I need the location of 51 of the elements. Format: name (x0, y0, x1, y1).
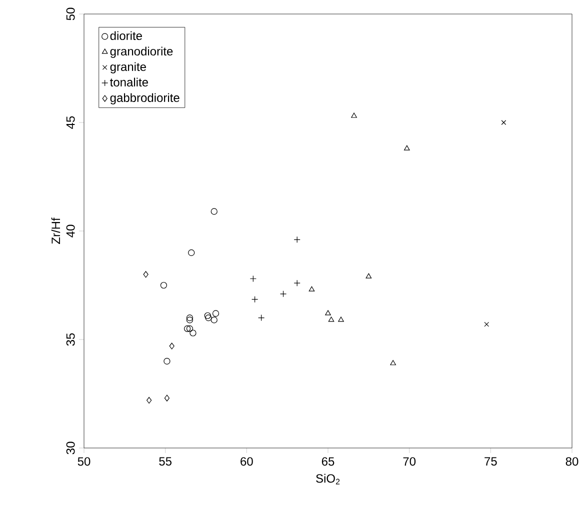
x-tick-label: 60 (240, 457, 253, 466)
point (308, 286, 315, 292)
point (184, 325, 191, 332)
x-axis-title: SiO$_{2}$ (316, 474, 340, 484)
y-tick-label: 45 (66, 116, 75, 129)
point (164, 394, 170, 402)
point (188, 249, 195, 256)
point (210, 208, 218, 215)
point (186, 325, 194, 332)
y-tick-label: 35 (66, 333, 75, 346)
x-tick-label: 65 (322, 457, 334, 466)
point (143, 271, 148, 278)
point (186, 316, 194, 324)
point (338, 316, 344, 322)
point (294, 280, 300, 286)
legend-label: granite (110, 62, 146, 74)
point (390, 360, 396, 366)
legend-label: granodiorite (110, 46, 173, 58)
x-tick-label: 70 (403, 457, 416, 466)
legend-label: gabbrodiorite (110, 93, 180, 104)
point (280, 290, 287, 298)
x-tick-label: 55 (159, 457, 172, 466)
point (160, 282, 168, 289)
legend-label: diorite (110, 31, 142, 40)
y-axis-title: Zr/Hf (51, 218, 60, 244)
legend-label: tonalite (110, 78, 148, 87)
y-tick-label: 50 (66, 8, 75, 20)
point (186, 314, 194, 322)
point (164, 358, 170, 364)
point (169, 342, 174, 350)
point (404, 145, 410, 150)
point (366, 273, 372, 278)
x-tick-label: 50 (78, 457, 90, 466)
point (252, 296, 258, 303)
point (294, 236, 300, 243)
point (210, 316, 218, 324)
point (328, 316, 334, 322)
y-tick-label: 40 (66, 224, 75, 238)
point (501, 120, 506, 125)
point (212, 310, 220, 317)
point (484, 322, 490, 327)
point (205, 314, 212, 322)
x-tick-label: 75 (484, 457, 497, 466)
y-tick-label: 30 (66, 442, 75, 454)
point (204, 312, 211, 319)
x-tick-label: 80 (566, 457, 578, 466)
point (351, 112, 357, 118)
point (325, 310, 331, 316)
point (190, 330, 196, 336)
point (258, 314, 265, 322)
point (146, 396, 152, 404)
